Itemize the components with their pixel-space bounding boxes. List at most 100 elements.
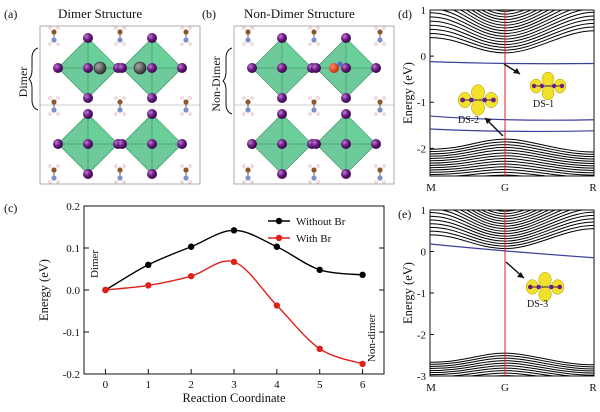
legend-marker-1 (275, 234, 283, 242)
iodine-atom (277, 169, 287, 179)
hydrogen-atom (122, 26, 126, 30)
y-tick-label: -2 (417, 330, 426, 342)
panel-c-series (102, 227, 366, 368)
ds3-label: DS-3 (527, 299, 548, 310)
carbon-atom (377, 167, 383, 173)
iodine-atom (83, 63, 93, 73)
ds3-arrowhead (517, 272, 524, 278)
iodine-atom (247, 63, 257, 73)
nitrogen-atom (311, 175, 317, 181)
y-tick-label: -2 (417, 143, 426, 155)
y-tick-label: 0 (421, 247, 427, 259)
carbon-atom (183, 167, 189, 173)
series-1-point (145, 282, 152, 289)
hydrogen-atom (48, 26, 52, 30)
panel-a-side-label: Dimer (16, 67, 30, 98)
y-tick-label: -0.2 (63, 369, 80, 381)
dimer-brace (28, 47, 39, 111)
nitrogen-atom (377, 107, 383, 113)
hydrogen-atom (250, 26, 254, 30)
hydrogen-atom (308, 112, 312, 116)
panel-e-kpoint-r: R (589, 382, 597, 394)
series-1-point (273, 302, 281, 309)
y-tick-label: 0.0 (66, 285, 80, 297)
panel-d-orbital-insets (457, 63, 567, 137)
hydrogen-atom (250, 42, 254, 46)
hydrogen-atom (48, 180, 52, 184)
orbital-lobe (541, 85, 555, 101)
series-0-point (230, 227, 238, 234)
hydrogen-atom (48, 112, 52, 116)
nitrogen-atom (377, 37, 383, 43)
panel-b: (b) Non-Dimer Structure Non-Dimer (202, 6, 395, 185)
iodine-atom (277, 63, 287, 73)
defect-band (430, 243, 594, 259)
nitrogen-atom (117, 37, 123, 43)
iodine-atom (147, 63, 157, 73)
orbital-atom (482, 97, 488, 103)
hydrogen-atom (180, 42, 184, 46)
nitrogen-atom (51, 175, 57, 181)
nitrogen-atom (51, 37, 57, 43)
hydrogen-atom (114, 96, 118, 100)
hydrogen-atom (188, 180, 192, 184)
hydrogen-atom (180, 26, 184, 30)
hydrogen-atom (382, 26, 386, 30)
nitrogen-atom (183, 175, 189, 181)
hydrogen-atom (180, 112, 184, 116)
carbon-atom (117, 99, 123, 105)
carbon-atom (377, 29, 383, 35)
series-1-point (316, 345, 323, 352)
non-dimer-brace (222, 47, 233, 115)
series-0-point (145, 261, 152, 268)
panel-e-y-axis: 1 0 -1 -2 -3 (417, 205, 434, 383)
panel-b-title: Non-Dimer Structure (244, 6, 355, 21)
hydrogen-atom (382, 180, 386, 184)
orbital-lobe (541, 71, 555, 87)
hydrogen-atom (188, 112, 192, 116)
hydrogen-atom (382, 96, 386, 100)
hydrogen-atom (188, 26, 192, 30)
hydrogen-atom (114, 26, 118, 30)
orbital-atom (460, 97, 466, 103)
panel-e-y-axis-label: Energy (eV) (401, 262, 415, 324)
hydrogen-atom (308, 26, 312, 30)
series-0-point (187, 243, 195, 250)
hydrogen-atom (374, 42, 378, 46)
series-1-point (359, 360, 366, 368)
iodine-atom (341, 169, 351, 179)
series-1-point (230, 258, 238, 266)
hydrogen-atom (316, 26, 320, 30)
series-0-point (359, 271, 366, 279)
dimer-structure-image (39, 25, 201, 185)
series-0-point (316, 266, 323, 274)
iodine-atom (341, 63, 351, 73)
hydrogen-atom (188, 42, 192, 46)
panel-d-kpoint-g: G (501, 182, 509, 194)
panel-c: (c) 0.2 0.1 0.0 -0.1 -0.2 0 1 2 3 4 5 6 Energy (eV… (4, 201, 385, 405)
iodine-atom (147, 93, 157, 103)
ds1-orbital (529, 71, 567, 101)
panel-d: (d) 1 0 -1 -2 Energy (eV) M G R DS-1 DS-2 (398, 5, 597, 194)
hydrogen-atom (114, 180, 118, 184)
defect-neighbor-atom (337, 61, 343, 67)
panel-d-kpoint-r: R (589, 182, 597, 194)
nitrogen-atom (311, 37, 317, 43)
y-tick-label: 1 (421, 5, 427, 17)
y-tick-label: -1 (417, 288, 426, 300)
hydrogen-atom (48, 42, 52, 46)
hydrogen-atom (316, 112, 320, 116)
iodine-atom (83, 169, 93, 179)
panel-e-bands (430, 210, 594, 376)
defect-band (430, 115, 594, 121)
iodine-atom (117, 139, 127, 149)
hydrogen-atom (374, 26, 378, 30)
panel-d-label: (d) (398, 7, 412, 21)
orbital-lobe (471, 84, 485, 101)
series-1-point (102, 286, 109, 294)
octahedron-face (152, 114, 182, 144)
iodine-atom (371, 63, 381, 73)
panel-a: (a) Dimer Structure Dimer (4, 6, 201, 185)
panel-d-y-axis: 1 0 -1 -2 (417, 5, 434, 155)
carbon-atom (311, 29, 317, 35)
